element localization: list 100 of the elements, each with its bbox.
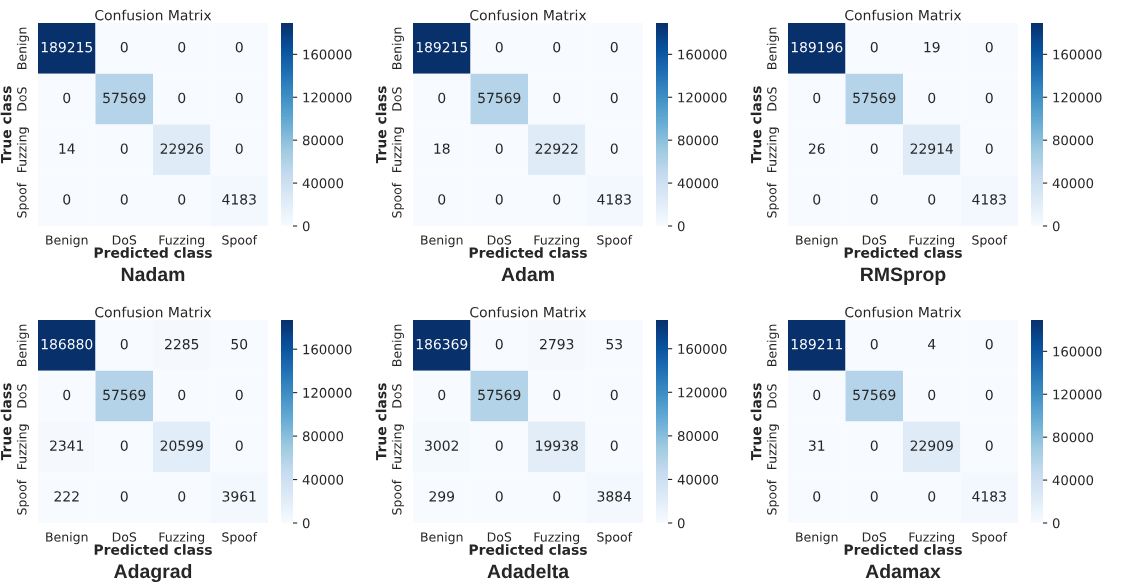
x-tick-label: Fuzzing <box>534 235 580 248</box>
data-label: 57569 <box>853 92 896 104</box>
y-tick-label: DoS <box>17 384 27 408</box>
y-axis-title: True class <box>375 383 387 461</box>
data-label: 22926 <box>160 143 203 154</box>
data-label: 4183 <box>972 194 1006 205</box>
y-axis-title: True class <box>750 383 762 461</box>
y-tick-label: Benign <box>766 324 779 366</box>
data-label: 14 <box>59 143 75 154</box>
chart-title: Confusion Matrix <box>95 306 212 318</box>
data-label: 57569 <box>103 389 146 401</box>
text: Adam <box>501 266 554 282</box>
data-label: 0 <box>495 41 503 53</box>
data-label: 4 <box>928 339 936 350</box>
data-label: 0 <box>870 143 878 154</box>
y-tick-label: Spoof <box>16 182 29 218</box>
data-label: 4183 <box>972 491 1006 502</box>
x-axis-title: Predicted class <box>469 544 587 555</box>
data-label: 0 <box>120 491 128 502</box>
text: RMSprop <box>861 267 946 286</box>
x-tick-label: DoS <box>112 235 137 245</box>
data-label: 2285 <box>165 338 199 350</box>
data-label: 0 <box>120 440 128 451</box>
chart-title: Confusion Matrix <box>470 306 587 318</box>
x-axis-title: Predicted class <box>469 247 587 258</box>
x-tick-label: DoS <box>862 235 887 245</box>
data-label: 0 <box>813 389 821 401</box>
y-tick-label: Fuzzing <box>16 424 29 470</box>
data-label: 0 <box>553 41 561 53</box>
y-tick-label: Benign <box>391 324 404 366</box>
y-axis-title: True class <box>750 86 762 164</box>
data-label: 222 <box>54 491 79 502</box>
data-label: 0 <box>120 143 128 154</box>
y-tick-label: DoS <box>392 87 402 111</box>
color-bar-label: 80000 <box>1052 432 1094 443</box>
color-bar-label: 120000 <box>1053 389 1102 400</box>
x-tick-label: Spoof <box>972 532 1008 545</box>
data-label: 22909 <box>910 440 953 451</box>
data-label: 0 <box>235 41 243 53</box>
x-axis-title: Predicted class <box>94 247 212 258</box>
data-label: 50 <box>231 338 248 350</box>
data-label: 18 <box>434 143 450 154</box>
data-label: 3961 <box>222 491 256 502</box>
data-label: 4183 <box>222 194 256 205</box>
text: Adagrad <box>114 563 192 583</box>
data-label: 0 <box>495 143 503 154</box>
x-tick-label: Benign <box>796 235 838 248</box>
data-label: 57569 <box>103 92 146 104</box>
data-label: 0 <box>120 41 128 53</box>
x-tick-label: Benign <box>46 532 88 545</box>
data-label: 0 <box>178 194 186 205</box>
data-label: 0 <box>495 440 503 451</box>
x-tick-label: Benign <box>46 235 88 248</box>
x-tick-label: Fuzzing <box>159 532 205 545</box>
color-bar-label: 120000 <box>678 387 727 398</box>
data-label: 0 <box>610 440 618 451</box>
data-label: 0 <box>235 440 243 451</box>
x-tick-label: Spoof <box>972 235 1008 248</box>
color-bar-label: 0 <box>302 221 310 232</box>
data-label: 3002 <box>425 440 459 451</box>
data-label: 22914 <box>910 143 954 154</box>
data-label: 0 <box>985 41 993 53</box>
data-label: 189215 <box>41 41 93 53</box>
data-label: 0 <box>985 440 993 451</box>
data-label: 26 <box>808 143 825 154</box>
y-tick-label: DoS <box>392 384 402 408</box>
x-tick-label: Fuzzing <box>534 532 580 545</box>
data-label: 0 <box>178 389 186 401</box>
color-bar-label: 160000 <box>303 344 352 355</box>
color-bar-label: 0 <box>1052 221 1060 232</box>
chart-title: Confusion Matrix <box>95 9 212 21</box>
data-label: 0 <box>928 389 936 401</box>
data-label: 0 <box>235 389 243 401</box>
color-bar-label: 160000 <box>1053 346 1102 357</box>
y-tick-label: DoS <box>17 87 27 111</box>
data-label: 0 <box>178 491 186 502</box>
data-label: 57569 <box>478 389 521 401</box>
data-label: 19938 <box>536 440 578 451</box>
data-label: 0 <box>610 41 618 53</box>
data-label: 0 <box>870 41 878 53</box>
color-bar-label: 160000 <box>1053 49 1102 60</box>
data-label: 0 <box>553 92 561 104</box>
color-bar-label: 40000 <box>302 178 344 189</box>
data-label: 0 <box>553 491 561 502</box>
y-tick-label: Fuzzing <box>391 424 404 470</box>
y-tick-label: Spoof <box>391 479 404 515</box>
y-tick-label: Spoof <box>766 182 779 218</box>
chart-title: Confusion Matrix <box>470 9 587 21</box>
y-tick-label: DoS <box>767 87 777 111</box>
x-tick-label: DoS <box>112 532 137 542</box>
x-tick-label: DoS <box>862 532 887 542</box>
data-label: 0 <box>813 92 821 104</box>
data-label: 4183 <box>597 194 631 205</box>
x-tick-label: Fuzzing <box>909 532 955 545</box>
color-bar-label: 40000 <box>677 178 719 189</box>
x-tick-label: Spoof <box>597 532 633 545</box>
x-tick-label: DoS <box>487 532 512 542</box>
data-label: 299 <box>429 491 455 502</box>
data-label: 31 <box>808 440 825 451</box>
x-tick-label: Benign <box>421 235 463 248</box>
